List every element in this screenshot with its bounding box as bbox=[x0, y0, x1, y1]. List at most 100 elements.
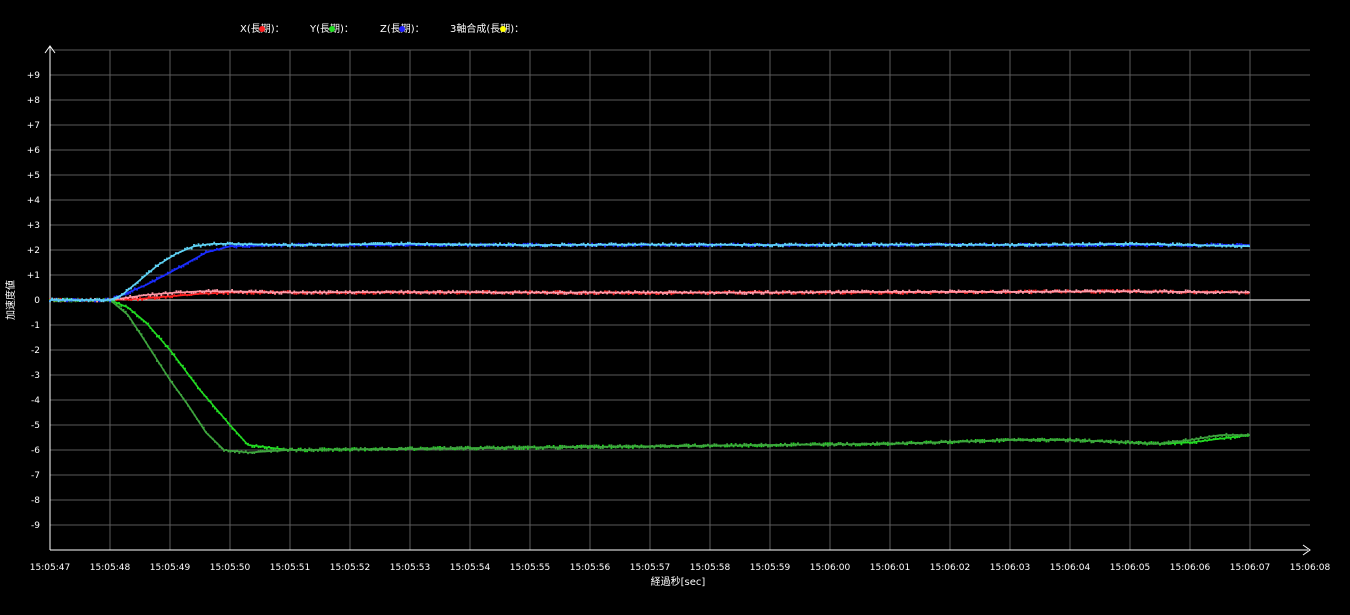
series-point bbox=[1000, 292, 1003, 294]
series-point bbox=[1154, 289, 1157, 292]
series-point bbox=[604, 446, 606, 448]
series-point bbox=[655, 293, 658, 295]
series-point bbox=[454, 291, 456, 294]
series-point bbox=[938, 242, 941, 245]
series-point bbox=[683, 244, 686, 247]
series-point bbox=[865, 289, 868, 292]
series-point bbox=[181, 249, 184, 252]
series-point bbox=[240, 436, 243, 439]
series-point bbox=[670, 293, 673, 296]
series-point bbox=[494, 242, 497, 245]
series-point bbox=[467, 445, 469, 448]
series-point bbox=[1238, 244, 1241, 247]
series-point bbox=[1195, 245, 1198, 247]
series-point bbox=[175, 388, 178, 391]
x-axis-arrow bbox=[1302, 544, 1311, 556]
series-point bbox=[895, 289, 898, 292]
series-point bbox=[257, 446, 260, 449]
series-point bbox=[1002, 289, 1005, 292]
series-point bbox=[162, 341, 165, 344]
series-point bbox=[235, 243, 238, 246]
series-point bbox=[1240, 243, 1243, 246]
series-point bbox=[529, 445, 531, 448]
series-point bbox=[874, 242, 876, 244]
series-point bbox=[308, 447, 311, 450]
series-point bbox=[929, 245, 932, 248]
series-point bbox=[638, 243, 641, 246]
series-point bbox=[737, 444, 739, 447]
series-point bbox=[1026, 245, 1028, 248]
series-point bbox=[127, 315, 129, 317]
series-point bbox=[471, 290, 473, 293]
series-point bbox=[128, 298, 131, 301]
series-point bbox=[1195, 442, 1198, 444]
series-point bbox=[1180, 243, 1183, 245]
series-point bbox=[1229, 438, 1232, 440]
series-point bbox=[644, 446, 647, 448]
series-point bbox=[336, 290, 338, 292]
series-point bbox=[507, 292, 510, 295]
series-point bbox=[518, 244, 521, 247]
series-point bbox=[962, 243, 964, 245]
series-point bbox=[184, 263, 187, 266]
series-point bbox=[1028, 292, 1031, 294]
series-point bbox=[1043, 438, 1046, 440]
series-point bbox=[640, 291, 643, 294]
series-point bbox=[1146, 242, 1148, 245]
series-point bbox=[527, 445, 529, 448]
series-point bbox=[1037, 290, 1039, 293]
series-point bbox=[1090, 291, 1093, 294]
series-point bbox=[1135, 441, 1138, 443]
series-point bbox=[1032, 439, 1035, 442]
series-point bbox=[797, 243, 799, 246]
series-point bbox=[452, 244, 454, 247]
series-point bbox=[379, 292, 381, 295]
series-point bbox=[966, 292, 968, 294]
series-point bbox=[473, 291, 476, 293]
series-point bbox=[437, 447, 439, 450]
series-point bbox=[818, 292, 821, 295]
series-point bbox=[925, 291, 928, 293]
series-point bbox=[822, 290, 825, 293]
series-point bbox=[239, 290, 242, 292]
series-point bbox=[848, 443, 851, 446]
series-point bbox=[700, 291, 703, 294]
series-point bbox=[366, 290, 368, 293]
series-point bbox=[987, 440, 990, 442]
series-point bbox=[719, 245, 722, 248]
series-point bbox=[599, 290, 602, 293]
series-point bbox=[314, 449, 317, 451]
series-point bbox=[563, 293, 566, 295]
series-point bbox=[1064, 289, 1067, 291]
series-point bbox=[225, 449, 228, 451]
series-point bbox=[198, 255, 201, 258]
series-point bbox=[452, 289, 454, 292]
series-point bbox=[617, 244, 619, 246]
series-point bbox=[732, 242, 735, 245]
series-point bbox=[758, 290, 761, 292]
series-point bbox=[124, 298, 126, 301]
series-point bbox=[55, 300, 58, 303]
series-point bbox=[1142, 442, 1144, 445]
series-point bbox=[917, 442, 919, 445]
series-point bbox=[139, 279, 141, 282]
series-point bbox=[1238, 292, 1241, 295]
series-point bbox=[332, 245, 334, 248]
series-point bbox=[182, 291, 184, 294]
series-point bbox=[411, 446, 413, 449]
series-point bbox=[629, 292, 632, 294]
series-point bbox=[1210, 244, 1213, 247]
series-point bbox=[923, 245, 926, 247]
series-point bbox=[612, 445, 615, 448]
series-point bbox=[1086, 289, 1088, 292]
series-point bbox=[306, 449, 308, 451]
series-point bbox=[434, 448, 437, 451]
series-point bbox=[394, 448, 396, 451]
series-point bbox=[118, 302, 120, 304]
series-point bbox=[336, 447, 338, 450]
series-point bbox=[1024, 242, 1026, 245]
series-point bbox=[522, 291, 525, 293]
series-point bbox=[636, 291, 638, 293]
series-point bbox=[272, 243, 274, 246]
series-point bbox=[1030, 440, 1033, 442]
